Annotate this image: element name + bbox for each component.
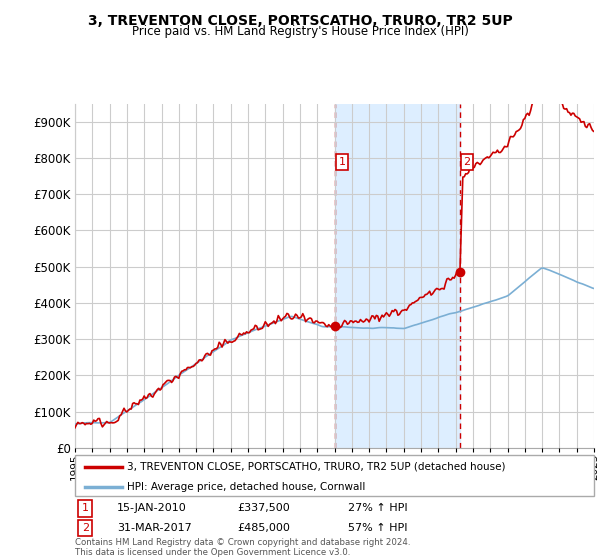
Text: 2: 2 — [463, 157, 470, 167]
Text: 1: 1 — [82, 503, 89, 514]
Text: 2: 2 — [82, 523, 89, 533]
Text: 27% ↑ HPI: 27% ↑ HPI — [348, 503, 407, 514]
Text: 15-JAN-2010: 15-JAN-2010 — [117, 503, 187, 514]
Text: 57% ↑ HPI: 57% ↑ HPI — [348, 523, 407, 533]
Text: £337,500: £337,500 — [237, 503, 290, 514]
Text: Price paid vs. HM Land Registry's House Price Index (HPI): Price paid vs. HM Land Registry's House … — [131, 25, 469, 38]
Text: 3, TREVENTON CLOSE, PORTSCATHO, TRURO, TR2 5UP: 3, TREVENTON CLOSE, PORTSCATHO, TRURO, T… — [88, 14, 512, 28]
Text: HPI: Average price, detached house, Cornwall: HPI: Average price, detached house, Corn… — [127, 482, 365, 492]
Text: 31-MAR-2017: 31-MAR-2017 — [117, 523, 192, 533]
Text: Contains HM Land Registry data © Crown copyright and database right 2024.
This d: Contains HM Land Registry data © Crown c… — [75, 538, 410, 557]
Text: 3, TREVENTON CLOSE, PORTSCATHO, TRURO, TR2 5UP (detached house): 3, TREVENTON CLOSE, PORTSCATHO, TRURO, T… — [127, 461, 505, 472]
Text: 1: 1 — [338, 157, 346, 167]
Bar — [335, 104, 460, 448]
Text: £485,000: £485,000 — [237, 523, 290, 533]
